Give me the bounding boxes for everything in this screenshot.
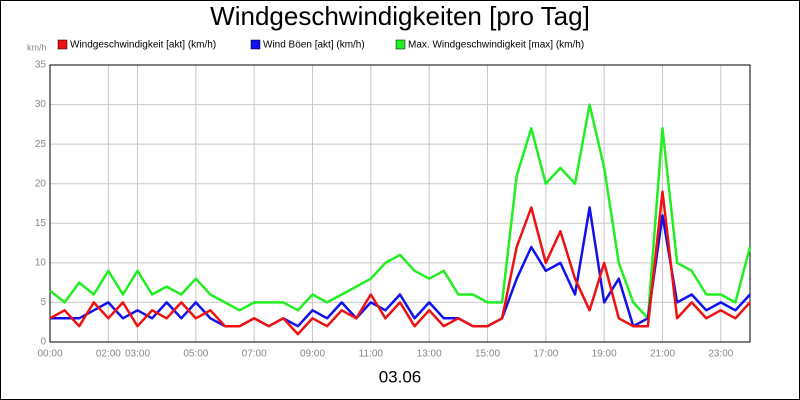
x-tick-label: 00:00 <box>37 349 62 360</box>
x-tick-label: 11:00 <box>359 349 384 360</box>
x-tick-label: 23:00 <box>708 349 733 360</box>
x-tick-label: 19:00 <box>592 349 617 360</box>
series-line <box>49 190 751 336</box>
y-tick-label: 20 <box>35 178 47 189</box>
y-tick-label: 15 <box>35 218 47 229</box>
y-tick-label: 0 <box>40 337 46 348</box>
x-tick-label: 05:00 <box>183 349 208 360</box>
x-tick-label: 02:00 <box>96 349 121 360</box>
y-tick-label: 5 <box>40 297 46 308</box>
x-tick-label: 07:00 <box>242 349 267 360</box>
y-tick-label: 35 <box>35 60 47 71</box>
x-tick-label: 21:00 <box>650 349 675 360</box>
y-tick-label: 30 <box>35 99 47 110</box>
x-tick-label: 03:00 <box>125 349 150 360</box>
chart-title: Windgeschwindigkeiten [pro Tag] <box>210 1 590 31</box>
legend-swatch <box>395 39 406 50</box>
series-line <box>49 103 752 320</box>
x-tick-label: 13:00 <box>417 349 442 360</box>
x-tick-label: 15:00 <box>475 349 500 360</box>
y-axis-label: km/h <box>27 42 47 52</box>
y-tick-label: 25 <box>35 139 47 150</box>
legend-swatch <box>57 39 68 50</box>
y-tick-label: 10 <box>35 257 47 268</box>
legend-label: Max. Windgeschwindigkeit [max] (km/h) <box>408 40 584 51</box>
legend-label: Windgeschwindigkeit [akt] (km/h) <box>70 40 216 51</box>
x-tick-label: 09:00 <box>300 349 325 360</box>
legend-swatch <box>250 39 261 50</box>
plot-frame <box>49 64 751 343</box>
x-tick-label: 17:00 <box>533 349 558 360</box>
x-axis-label: 03.06 <box>379 367 422 386</box>
legend-label: Wind Böen [akt] (km/h) <box>263 40 365 51</box>
